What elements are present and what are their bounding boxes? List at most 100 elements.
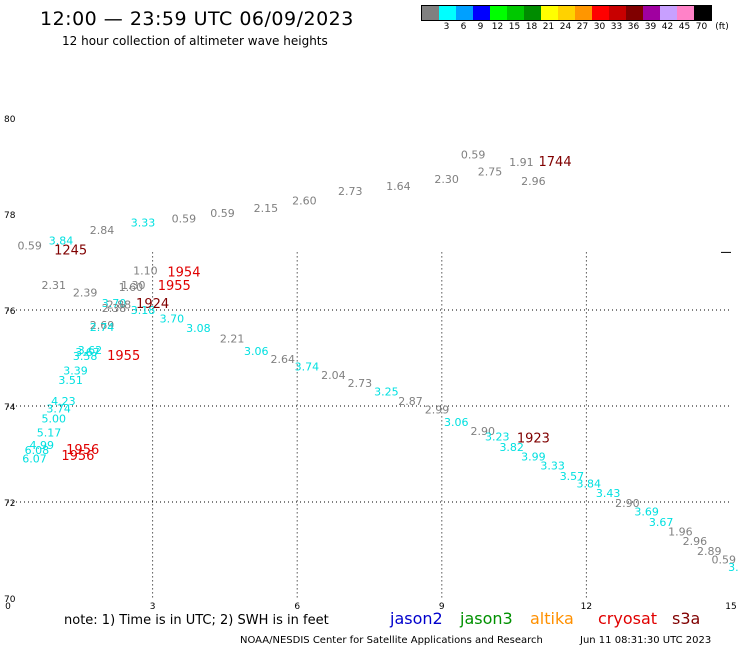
wave-height-label: 3.74: [46, 403, 71, 416]
map-axes: 80 78 76 74 72 700 3 6 9 12 15: [4, 115, 737, 612]
legend-swatch: [541, 6, 558, 20]
wave-height-label: 3.06: [444, 416, 469, 429]
wave-height-label: 3.08: [186, 322, 211, 335]
wave-height-label: 0.59: [210, 207, 235, 220]
legend-label: 42: [661, 22, 674, 32]
wave-height-label: 2.60: [292, 194, 317, 207]
latitude-tick-label: 76: [4, 307, 16, 317]
wave-height-label: 3.99: [521, 451, 546, 464]
wave-height-label: 2.04: [321, 369, 346, 382]
pass-time-label: 1955: [158, 279, 191, 294]
legend-label: 70: [695, 22, 708, 32]
wave-height-label: 6.08: [25, 444, 50, 457]
legend-label: 45: [678, 22, 691, 32]
wave-height-label: 3.51: [58, 374, 83, 387]
legend-label: 36: [627, 22, 640, 32]
wave-height-label: 2.15: [254, 202, 279, 215]
legend-swatch: [643, 6, 660, 20]
wave-height-label: 2.38: [102, 302, 127, 315]
wave-height-label: 1.64: [386, 180, 411, 193]
pass-time-label: 1956: [66, 443, 99, 458]
wave-height-label: 3.84: [577, 478, 602, 491]
longitude-tick-label: 15: [725, 602, 736, 612]
legend-label: 15: [508, 22, 521, 32]
pass-time-label: 1245: [54, 243, 87, 258]
footer-note: note: 1) Time is in UTC; 2) SWH is in fe…: [64, 613, 329, 628]
wave-height-label: 2.88: [107, 299, 132, 312]
page-title: 12:00 — 23:59 UTC 06/09/2023: [40, 8, 354, 30]
wave-height-label: 1.96: [668, 526, 693, 539]
legend-label: 3: [443, 22, 450, 32]
map-grid: [8, 251, 731, 598]
legend-unit: (ft): [715, 22, 729, 32]
wave-height-label: 3.23: [485, 431, 510, 444]
legend-swatch: [609, 6, 626, 20]
pass-time-label: 1744: [539, 155, 572, 170]
wave-height-label: 5.17: [37, 427, 62, 440]
wave-height-label: 3.06: [244, 345, 269, 358]
wave-height-label: 0.59: [172, 213, 197, 226]
wave-height-label: 3.57: [560, 470, 585, 483]
satellite-name: altika: [530, 609, 574, 628]
legend-swatch: [507, 6, 524, 20]
satellite-name: s3a: [672, 609, 701, 628]
wave-height-label: 2.96: [521, 175, 546, 188]
page-subtitle: 12 hour collection of altimeter wave hei…: [62, 34, 328, 48]
pass-time-label: 1956: [61, 449, 94, 464]
legend-swatch: [626, 6, 643, 20]
legend-swatch: [558, 6, 575, 20]
timestamp-text: Jun 11 08:31:30 UTC 2023: [580, 635, 712, 646]
latitude-tick-label: 70: [4, 595, 16, 605]
wave-height-label: 1.60: [119, 281, 144, 294]
legend-label: 9: [477, 22, 484, 32]
wave-height-label: 0.59: [17, 240, 42, 253]
legend-swatch: [677, 6, 694, 20]
legend-swatch: [524, 6, 541, 20]
wave-height-label: 3.33: [131, 216, 156, 229]
wave-height-label: 2.74: [90, 321, 115, 334]
wave-height-label: 1.10: [133, 264, 158, 277]
wave-height-label: 3.82: [499, 441, 524, 454]
wave-height-label: 4.99: [29, 439, 54, 452]
pass-time-label: 1955: [107, 349, 140, 364]
satellite-name: jason2: [390, 609, 443, 628]
wave-height-label: 6.07: [22, 453, 47, 466]
wave-height-label: 2.73: [338, 185, 363, 198]
wave-height-label: 2.89: [697, 545, 722, 558]
wave-height-label: 3.74: [295, 360, 320, 373]
wave-height-label: 3.: [728, 561, 739, 574]
legend-label: 30: [593, 22, 606, 32]
wave-height-label: 3.70: [102, 297, 127, 310]
wave-height-label: 2.31: [42, 279, 67, 292]
credit-text: NOAA/NESDIS Center for Satellite Applica…: [240, 635, 543, 646]
longitude-tick-label: 9: [439, 602, 445, 612]
wave-height-label: 3.39: [63, 364, 88, 377]
wave-height-label: 3.69: [634, 505, 659, 518]
satellite-name: cryosat: [598, 609, 658, 628]
longitude-tick-label: 12: [581, 602, 592, 612]
wave-height-label: 0.59: [712, 553, 737, 566]
wave-height-label: 3.33: [540, 459, 565, 472]
legend-swatch: [575, 6, 592, 20]
wave-height-label: 3.70: [160, 312, 185, 325]
wave-height-label: 2.99: [425, 404, 450, 417]
legend-label: 39: [644, 22, 657, 32]
wave-height-label: 0.59: [461, 148, 486, 161]
wave-height-label: 3.67: [649, 516, 674, 529]
latitude-tick-label: 80: [4, 115, 16, 125]
legend-label: 18: [525, 22, 538, 32]
legend-label: 33: [610, 22, 623, 32]
wave-height-labels: 0.59 1.91 2.96 2.75 2.30 1.64 2.73 2.60 2.15 0.59…: [17, 148, 738, 574]
legend-swatch: [456, 6, 473, 20]
wave-height-label: 2.75: [478, 166, 503, 179]
longitude-tick-label: 0: [5, 602, 11, 612]
wave-height-label: 3.84: [49, 235, 74, 248]
wave-height-label: 2.87: [398, 395, 423, 408]
wave-height-label: 3.58: [73, 350, 98, 363]
wave-height-label: 1.30: [121, 279, 146, 292]
wave-height-label: 2.73: [348, 377, 373, 390]
wave-height-label: 2.21: [220, 333, 245, 346]
wave-height-label: 3.25: [374, 385, 399, 398]
